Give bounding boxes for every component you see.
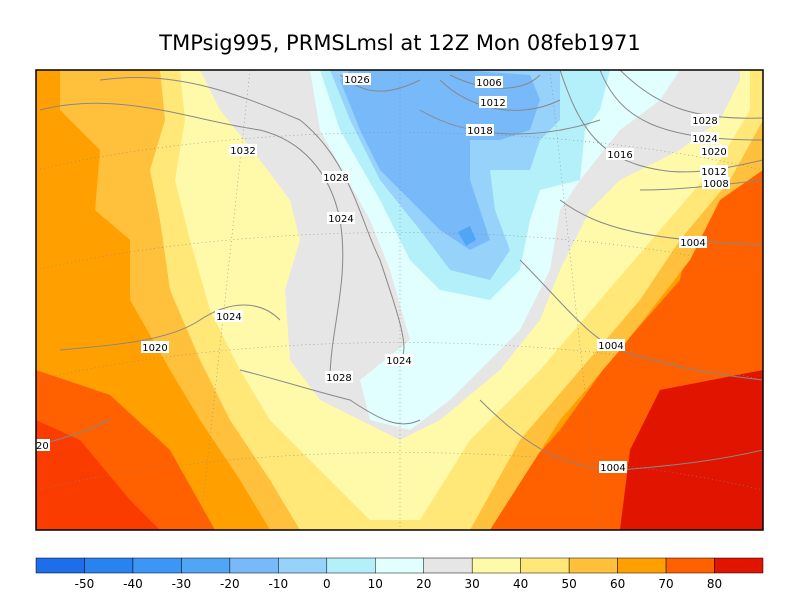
contour-label: 1004	[598, 341, 623, 352]
colorbar: -50 -40 -30 -20 -10 0 10 20 30 40 50 60 70 80	[35, 557, 764, 591]
colorbar-label: 60	[610, 577, 625, 591]
label-box	[325, 371, 353, 383]
contour-label: 1008	[703, 179, 728, 190]
contour-label: 1032	[230, 146, 255, 157]
colorbar-swatch	[617, 557, 667, 574]
contour-label: 1024	[692, 134, 717, 145]
colorbar-swatch	[520, 557, 570, 574]
label-box	[385, 354, 413, 366]
contour-label: 1012	[701, 167, 726, 178]
colorbar-label: 0	[323, 577, 331, 591]
colorbar-swatch	[665, 557, 715, 574]
label-box	[343, 73, 371, 85]
label-box	[606, 148, 634, 160]
label-box	[599, 461, 627, 473]
colorbar-swatch	[375, 557, 424, 574]
colorbar-label: 30	[465, 577, 480, 591]
label-box	[141, 341, 169, 353]
label-box	[679, 236, 707, 248]
title: TMPsig995, PRMSLmsl at 12Z Mon 08feb1971	[158, 31, 640, 55]
map-area: 1026 1006 1012 1018 1032 1028 1016 1028 1024 1020…	[23, 70, 763, 530]
contour-label: 1020	[701, 147, 726, 158]
colorbar-label: 50	[561, 577, 576, 591]
plot-frame	[35, 69, 764, 531]
colorbar-label: -30	[172, 577, 192, 591]
contour-label: 1012	[480, 98, 505, 109]
contour-label: 1006	[476, 78, 501, 89]
label-box	[479, 96, 507, 108]
contour-label: 1018	[467, 126, 492, 137]
label-box	[700, 165, 728, 177]
colorbar-swatch	[35, 557, 85, 574]
contour-label: 1026	[344, 75, 369, 86]
colorbar-swatch	[84, 557, 134, 574]
colorbar-label: -20	[220, 577, 240, 591]
contour-label: 1004	[680, 238, 705, 249]
contour-label: 1020	[142, 343, 167, 354]
colorbar-swatch	[326, 557, 376, 574]
colorbar-swatch	[568, 557, 618, 574]
colorbar-label: 10	[368, 577, 383, 591]
colorbar-label: 80	[707, 577, 722, 591]
contour-label: 1024	[328, 214, 353, 225]
colorbar-swatch	[423, 557, 473, 574]
label-box	[229, 144, 257, 156]
label-box	[215, 310, 243, 322]
label-box	[700, 145, 728, 157]
contour-label: 1028	[323, 173, 348, 184]
colorbar-label: -50	[75, 577, 95, 591]
field	[340, 70, 540, 250]
label-box	[466, 124, 494, 136]
contour-label: 1020	[23, 441, 48, 452]
colorbar-swatch	[181, 557, 231, 574]
colorbar-swatch	[229, 557, 279, 574]
label-box	[691, 114, 719, 126]
graticule	[36, 70, 763, 530]
colorbar-label: 40	[513, 577, 528, 591]
colorbar-swatch	[471, 557, 521, 574]
colorbar-label: -40	[123, 577, 143, 591]
colorbar-swatch	[132, 557, 182, 574]
field	[620, 370, 763, 530]
contour-label: 1016	[607, 150, 632, 161]
label-box	[327, 212, 355, 224]
colorbar-swatch	[714, 557, 764, 574]
contour-label: 1024	[216, 312, 241, 323]
colorbar-swatch	[278, 557, 328, 574]
contour-label: 1028	[692, 116, 717, 127]
field	[36, 420, 160, 530]
contour-label: 1024	[386, 356, 411, 367]
colorbar-label: 70	[658, 577, 673, 591]
field	[458, 226, 476, 246]
label-box	[475, 76, 503, 88]
label-box	[322, 171, 350, 183]
label-box	[702, 177, 730, 189]
colorbar-label: 20	[416, 577, 431, 591]
label-box	[691, 132, 719, 144]
contour-label: 1028	[326, 373, 351, 384]
label-box	[597, 339, 625, 351]
contour-label: 1004	[600, 463, 625, 474]
contour-labels: 1026 1006 1012 1018 1032 1028 1016 1028 1024 1020…	[23, 73, 730, 474]
colorbar-label: -10	[269, 577, 289, 591]
label-box	[36, 439, 50, 451]
